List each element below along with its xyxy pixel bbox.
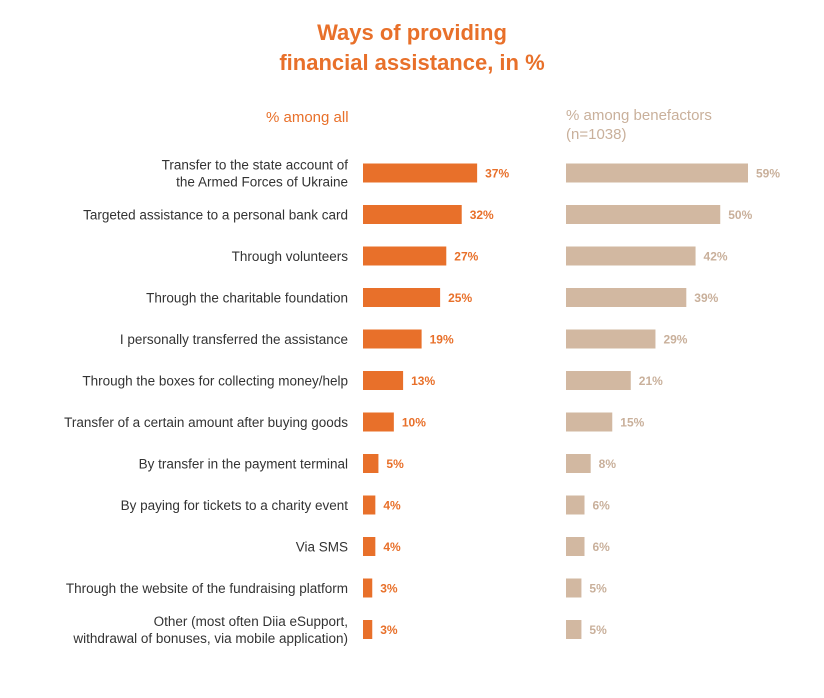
category-label: Through the charitable foundation	[146, 291, 348, 306]
value-label-all: 25%	[448, 291, 472, 305]
bar-benefactors	[566, 412, 613, 432]
bar-all	[363, 205, 462, 224]
value-label-benefactors: 59%	[756, 167, 780, 181]
value-label-benefactors: 5%	[589, 623, 607, 637]
category-label: Through volunteers	[232, 249, 349, 264]
bar-benefactors	[566, 246, 696, 266]
category-label: I personally transferred the assistance	[120, 332, 348, 347]
value-label-benefactors: 39%	[694, 291, 718, 305]
series-header-benefactors-line-1: % among benefactors	[566, 107, 712, 124]
value-label-benefactors: 8%	[599, 457, 617, 471]
bar-all	[363, 495, 376, 515]
chart-title-line-2: financial assistance, in %	[279, 50, 545, 75]
bar-all	[363, 578, 373, 598]
category-label: the Armed Forces of Ukraine	[176, 175, 348, 190]
bar-benefactors	[566, 371, 631, 390]
value-label-benefactors: 21%	[639, 374, 663, 388]
bar-benefactors	[566, 329, 656, 349]
category-label: Through the boxes for collecting money/h…	[82, 374, 348, 389]
value-label-all: 32%	[470, 208, 494, 222]
category-label: By transfer in the payment terminal	[139, 457, 348, 472]
bar-benefactors	[566, 454, 591, 473]
bar-benefactors	[566, 288, 687, 307]
category-label: Transfer of a certain amount after buyin…	[64, 415, 348, 430]
value-label-all: 13%	[411, 374, 435, 388]
value-label-all: 3%	[380, 582, 398, 596]
bar-benefactors	[566, 537, 585, 556]
bar-all	[363, 163, 478, 183]
series-header-benefactors-line-2: (n=1038)	[566, 126, 627, 143]
bar-benefactors	[566, 495, 585, 515]
category-label: Via SMS	[296, 540, 348, 555]
category-label: Other (most often Diia eSupport,	[154, 614, 348, 629]
value-label-benefactors: 29%	[663, 333, 687, 347]
chart-title: Ways of providing financial assistance, …	[0, 18, 824, 78]
bar-benefactors	[566, 620, 582, 639]
value-label-all: 4%	[383, 499, 401, 513]
value-label-all: 4%	[383, 540, 401, 554]
category-label: withdrawal of bonuses, via mobile applic…	[72, 631, 348, 646]
value-label-all: 3%	[380, 623, 398, 637]
bar-benefactors	[566, 578, 582, 598]
category-label: Through the website of the fundraising p…	[66, 581, 348, 596]
value-label-benefactors: 6%	[593, 499, 611, 513]
series-header-benefactors: % among benefactors (n=1038)	[566, 106, 712, 144]
value-label-benefactors: 5%	[589, 582, 607, 596]
value-label-benefactors: 15%	[620, 416, 644, 430]
category-label: Targeted assistance to a personal bank c…	[83, 208, 348, 223]
chart-title-line-1: Ways of providing	[317, 20, 507, 45]
series-header-all-line-1: % among all	[266, 109, 349, 126]
bar-all	[363, 288, 441, 307]
bar-all	[363, 329, 422, 349]
value-label-all: 5%	[386, 457, 404, 471]
bar-all	[363, 371, 404, 390]
bar-all	[363, 412, 394, 432]
value-label-all: 37%	[485, 167, 509, 181]
bar-all	[363, 537, 376, 556]
category-label: Transfer to the state account of	[162, 158, 349, 173]
value-label-benefactors: 6%	[593, 540, 611, 554]
bar-benefactors	[566, 163, 748, 183]
value-label-all: 10%	[402, 416, 426, 430]
bar-all	[363, 620, 373, 639]
bar-benefactors	[566, 205, 721, 224]
bar-all	[363, 246, 447, 266]
series-header-all: % among all	[266, 108, 349, 127]
value-label-all: 19%	[430, 333, 454, 347]
value-label-all: 27%	[454, 250, 478, 264]
bar-all	[363, 454, 379, 473]
category-label: By paying for tickets to a charity event	[121, 498, 349, 513]
value-label-benefactors: 42%	[704, 250, 728, 264]
value-label-benefactors: 50%	[728, 208, 752, 222]
